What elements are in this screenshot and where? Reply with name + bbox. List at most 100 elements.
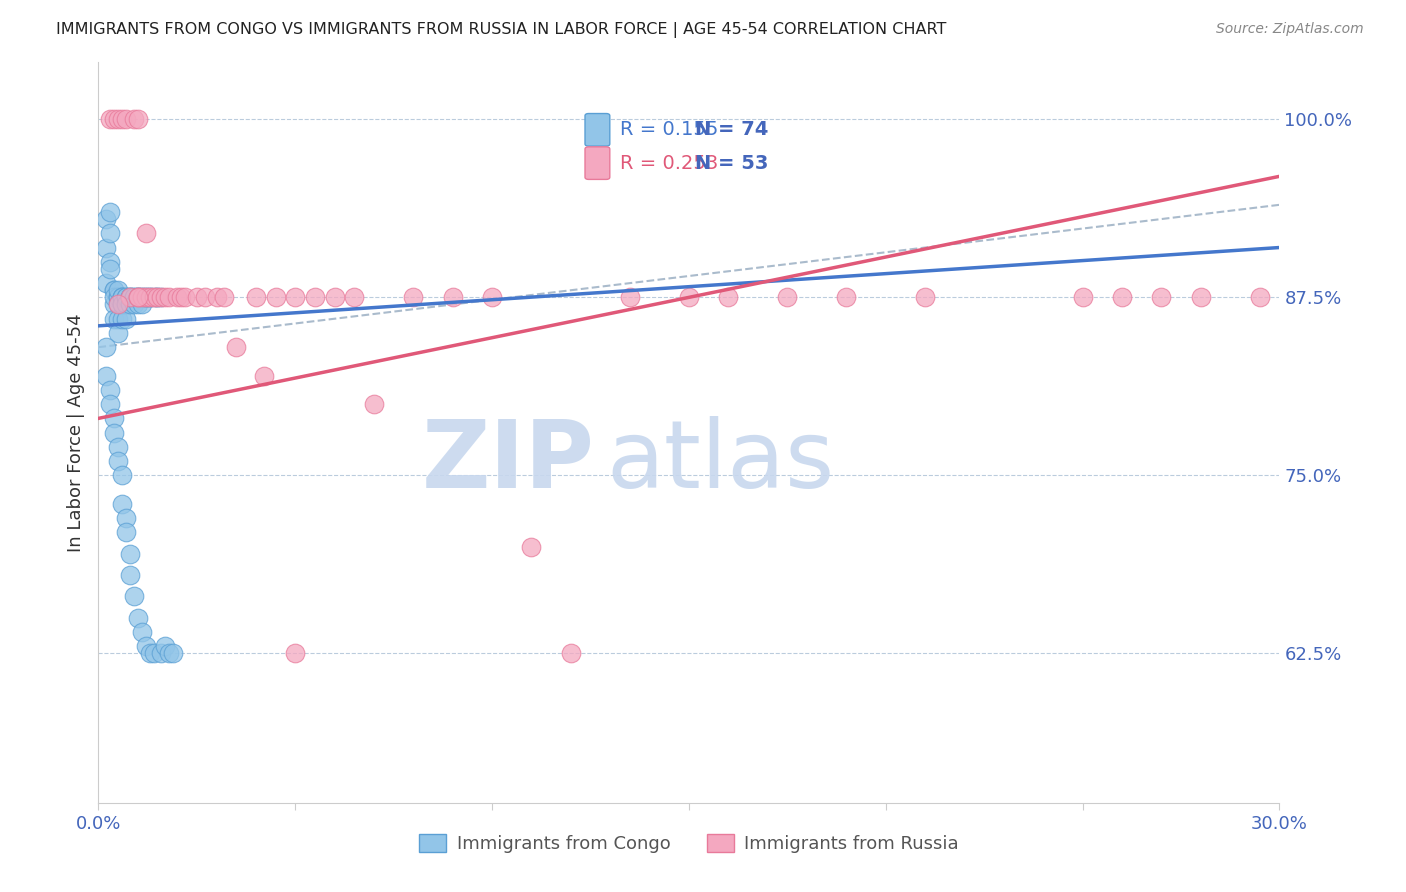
Point [138,646,160,660]
Point [146,290,169,304]
Point [835,290,858,304]
Point [127,611,149,625]
Point [131,290,153,304]
Point [323,290,346,304]
Point [127,290,149,304]
Point [103,411,125,425]
Point [96,241,118,255]
Point [115,112,138,127]
Text: ZIP: ZIP [422,417,595,508]
Point [205,290,228,304]
Point [127,297,149,311]
Point [103,425,125,440]
Text: R = 0.155: R = 0.155 [620,120,718,139]
Point [402,290,425,304]
Point [225,340,247,354]
Point [115,525,138,540]
Point [111,468,134,483]
Point [107,311,129,326]
Point [146,290,169,304]
Text: IMMIGRANTS FROM CONGO VS IMMIGRANTS FROM RUSSIA IN LABOR FORCE | AGE 45-54 CORRE: IMMIGRANTS FROM CONGO VS IMMIGRANTS FROM… [56,22,946,38]
Point [115,290,138,304]
Point [776,290,799,304]
Point [107,440,129,454]
Point [127,112,149,127]
Point [142,646,165,660]
Point [111,297,134,311]
FancyBboxPatch shape [585,113,610,146]
Point [142,290,165,304]
Point [131,290,153,304]
Point [111,112,134,127]
Point [717,290,740,304]
Point [118,568,141,582]
Point [103,290,125,304]
Point [155,290,177,304]
Point [127,290,149,304]
Point [619,290,641,304]
Point [520,540,543,554]
Point [127,290,149,304]
Point [122,290,145,304]
Point [441,290,464,304]
Point [253,368,276,383]
Point [138,290,160,304]
Point [135,290,157,304]
Point [115,290,138,304]
Point [115,311,138,326]
Point [111,290,134,304]
Point [1071,290,1094,304]
Point [150,646,173,660]
Point [118,290,141,304]
Point [122,590,145,604]
Point [214,290,236,304]
Point [155,639,177,653]
Point [1249,290,1271,304]
Point [127,290,149,304]
Point [150,290,173,304]
Point [118,547,141,561]
Point [98,383,121,397]
Point [245,290,267,304]
Point [1111,290,1133,304]
Point [98,227,121,241]
Point [96,368,118,383]
Text: N = 74: N = 74 [695,120,768,139]
Point [135,290,157,304]
Point [103,311,125,326]
Point [118,297,141,311]
Point [115,297,138,311]
Point [135,290,157,304]
Point [1150,290,1173,304]
Point [481,290,503,304]
Point [111,311,134,326]
Point [186,290,208,304]
Point [118,290,141,304]
Point [194,290,217,304]
Point [157,290,180,304]
Point [170,290,193,304]
Point [560,646,582,660]
Point [103,112,125,127]
Y-axis label: In Labor Force | Age 45-54: In Labor Force | Age 45-54 [66,313,84,552]
Point [122,290,145,304]
Point [107,290,129,304]
Point [914,290,936,304]
Point [122,297,145,311]
Point [96,276,118,290]
Point [96,340,118,354]
Point [264,290,287,304]
Point [103,283,125,297]
Point [98,254,121,268]
Point [284,646,307,660]
Point [135,639,157,653]
Point [174,290,197,304]
Point [138,290,160,304]
FancyBboxPatch shape [585,147,610,179]
Point [111,497,134,511]
Point [135,227,157,241]
Text: Source: ZipAtlas.com: Source: ZipAtlas.com [1216,22,1364,37]
Point [103,283,125,297]
Point [157,646,180,660]
Point [304,290,326,304]
